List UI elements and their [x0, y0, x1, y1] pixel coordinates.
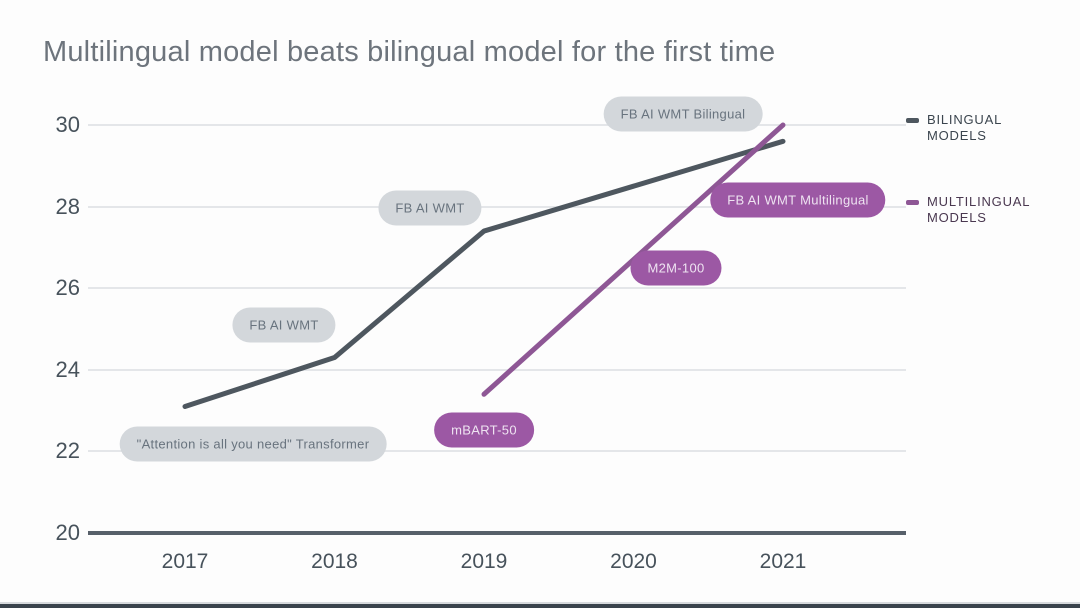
annotation-pill-transformer: "Attention is all you need" Transformer	[119, 426, 387, 462]
legend-dash-icon	[906, 118, 919, 123]
annotation-pill-fb-ai-wmt-2018: FB AI WMT	[232, 307, 336, 343]
y-axis-tick-label-26: 26	[55, 275, 80, 301]
x-axis-tick-label-2018: 2018	[311, 550, 358, 573]
legend-item-bilingual: BILINGUAL MODELS	[906, 112, 1049, 145]
y-axis-tick-label-30: 30	[55, 112, 80, 137]
annotation-pill-fb-ai-wmt-bilingual: FB AI WMT Bilingual	[603, 96, 763, 132]
annotation-pill-fb-ai-wmt-2019: FB AI WMT	[378, 190, 482, 226]
x-axis-tick-label-2019: 2019	[460, 550, 508, 573]
y-axis-tick-label-20: 20	[55, 520, 80, 545]
bottom-edge-bar	[0, 602, 1080, 608]
page-title: Multilingual model beats bilingual model…	[43, 36, 776, 68]
x-axis-tick-label-2021: 2021	[759, 550, 807, 573]
x-axis-tick-label-2020: 2020	[610, 550, 657, 573]
y-axis-tick-label-28: 28	[55, 193, 80, 219]
legend-item-label: BILINGUAL MODELS	[927, 112, 1002, 144]
gridline-y22	[88, 450, 906, 453]
legend-dash-icon	[906, 199, 919, 205]
annotation-pill-mbart-50: mBART-50	[434, 412, 534, 448]
gridline-y24	[88, 368, 906, 371]
bilingual-line	[182, 138, 786, 410]
annotation-pill-fb-ai-wmt-multilingual: FB AI WMT Multilingual	[710, 182, 886, 218]
y-axis-tick-label-24: 24	[55, 356, 80, 382]
gridline-y28	[88, 205, 906, 208]
x-axis-tick-label-2017: 2017	[161, 550, 209, 573]
gridline-y20	[88, 531, 906, 535]
y-axis-tick-label-22: 22	[55, 438, 80, 464]
annotation-pill-m2m-100: M2M-100	[630, 250, 722, 286]
legend-item-label: MULTILINGUAL MODELS	[927, 193, 1030, 226]
legend-item-multilingual: MULTILINGUAL MODELS	[906, 194, 1049, 227]
legend: BILINGUAL MODELS MULTILINGUAL MODELS	[906, 112, 1049, 227]
gridline-y30	[88, 124, 906, 126]
gridline-y26	[88, 287, 906, 290]
